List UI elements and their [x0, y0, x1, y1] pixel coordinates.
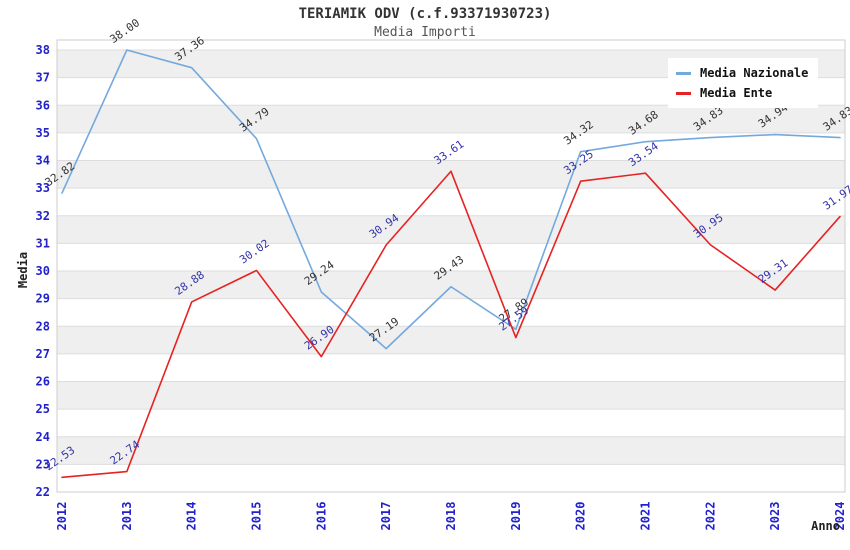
y-tick-label: 33 [36, 181, 50, 195]
x-tick-label: 2012 [55, 502, 69, 531]
legend-swatch-red-line-icon [676, 91, 691, 95]
x-tick-label: 2021 [639, 502, 653, 531]
plot-band [57, 105, 845, 133]
legend-label: Media Nazionale [700, 66, 809, 80]
x-tick-label: 2015 [250, 502, 264, 531]
y-tick-label: 22 [36, 485, 50, 499]
x-tick-label: 2019 [509, 502, 523, 531]
y-tick-label: 27 [36, 347, 50, 361]
series-line-media-nazionale [61, 49, 841, 350]
y-tick-label: 35 [36, 126, 50, 140]
legend-item-media-nazionale: Media Nazionale [676, 63, 810, 83]
legend-label: Media Ente [700, 86, 773, 100]
point-label: 38.00 [108, 16, 143, 46]
x-tick-label: 2013 [120, 502, 134, 531]
y-tick-label: 29 [36, 292, 50, 306]
x-tick-label: 2020 [574, 502, 588, 531]
x-tick-label: 2017 [379, 502, 393, 531]
y-tick-label: 25 [36, 402, 50, 416]
y-tick-label: 38 [36, 43, 50, 57]
plot-band [57, 381, 845, 410]
x-tick-label: 2023 [768, 502, 782, 531]
x-tick-label: 2014 [185, 502, 199, 531]
y-tick-label: 31 [36, 236, 50, 250]
plot-frame [56, 39, 846, 493]
y-tick-label: 28 [36, 319, 50, 333]
series-line-media-ente [61, 170, 841, 479]
plot-band [57, 271, 845, 299]
plot-band [57, 215, 845, 244]
y-tick-label: 32 [36, 209, 50, 223]
y-tick-label: 30 [36, 264, 50, 278]
x-tick-label: 2024 [833, 502, 847, 531]
y-tick-label: 34 [36, 154, 50, 168]
x-tick-label: 2022 [703, 502, 717, 531]
x-axis-title: Anno [811, 519, 840, 533]
chart-title: TERIAMIK ODV (c.f.93371930723) [298, 6, 552, 22]
y-tick-label: 26 [36, 375, 50, 389]
plot-band [57, 160, 845, 189]
plot-band [57, 326, 845, 354]
y-tick-label: 24 [36, 430, 50, 444]
x-tick-label: 2018 [444, 502, 458, 531]
y-axis-title: Media [16, 252, 30, 288]
x-tick-label: 2016 [314, 502, 328, 531]
legend-swatch-blue-line-icon [676, 71, 691, 75]
y-tick-label: 36 [36, 98, 50, 112]
plot-band [57, 436, 845, 465]
y-tick-label: 23 [36, 457, 50, 471]
chart-subtitle: Media Importi [374, 25, 476, 40]
y-tick-label: 37 [36, 71, 50, 85]
chart-legend: Media Nazionale Media Ente [668, 58, 818, 108]
legend-item-media-ente: Media Ente [676, 83, 810, 103]
